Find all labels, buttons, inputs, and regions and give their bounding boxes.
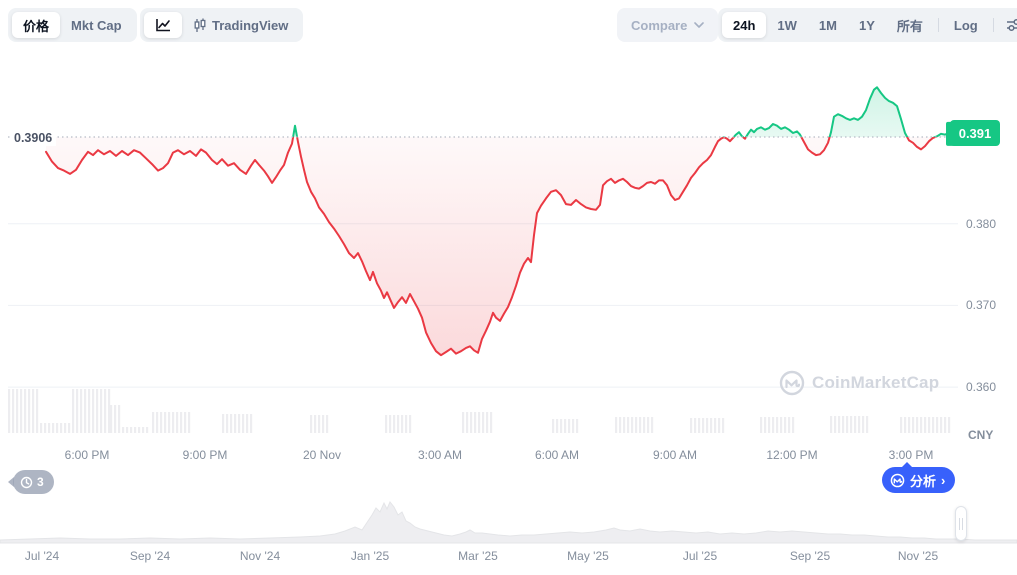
line-chart-tab[interactable] [144,12,182,38]
area-fill-below [46,137,949,356]
compare-label: Compare [631,17,688,33]
minimap-label: Sep '24 [129,549,171,563]
x-axis-label: 6:00 AM [534,448,580,462]
tradingview-label: TradingView [212,17,289,33]
minimap-label: Jan '25 [350,549,390,563]
minimap-label: Mar '25 [458,549,498,563]
x-axis-label: 3:00 AM [417,448,463,462]
range-button-1Y[interactable]: 1Y [848,12,886,38]
mktcap-tab[interactable]: Mkt Cap [60,12,133,38]
clock-icon [20,476,33,488]
coinmarketcap-logo-icon [779,370,805,396]
minimap-label: Sep '25 [789,549,831,563]
minimap-label: Jul '24 [24,549,60,563]
minimap-handle[interactable] [955,506,967,541]
cmc-logo-icon [890,473,905,487]
range-button-24h[interactable]: 24h [722,12,767,38]
minimap-label: Nov '25 [897,549,939,563]
divider [992,18,994,32]
minimap-label: May '25 [567,549,609,563]
tradingview-tab[interactable]: TradingView [182,12,299,38]
chevron-right-icon: › [941,472,946,488]
tune-icon [1006,18,1017,32]
x-axis-label: 9:00 PM [182,448,228,462]
analysis-label: 分析 [910,473,937,489]
x-axis-label: 3:00 PM [888,448,934,462]
range-button-1W[interactable]: 1W [766,12,808,38]
watermark: CoinMarketCap [779,370,939,396]
range-button-所有[interactable]: 所有 [886,12,934,38]
log-scale-button[interactable]: Log [943,12,989,38]
minimap-area [0,501,1017,544]
minimap-label: Nov '24 [239,549,281,563]
area-fill-above [46,87,949,137]
chevron-down-icon [694,22,705,28]
y-axis-label-0.380: 0.380 [966,216,997,231]
chart-type-toggle: TradingView [140,8,304,42]
viewers-count: 3 [37,475,44,489]
range-button-1M[interactable]: 1M [808,12,848,38]
x-axis-label: 9:00 AM [652,448,698,462]
y-axis-label-0.370: 0.370 [966,298,997,313]
volume-bars [8,389,951,433]
y-axis-label-0.360: 0.360 [966,380,997,395]
x-axis-label: 6:00 PM [64,448,110,462]
compare-button[interactable]: Compare [617,8,719,42]
price-chart[interactable] [0,0,1017,445]
open-price-label: 0.3906 [10,130,57,146]
price-mktcap-toggle: 价格 Mkt Cap [8,8,137,42]
minimap-label: Jul '25 [682,549,718,563]
divider [937,18,939,32]
x-axis-label: 20 Nov [302,448,342,462]
x-axis-label: 12:00 PM [766,448,818,462]
range-buttons: 24h 1W 1M 1Y 所有 [722,12,934,38]
line-chart-icon [156,19,170,32]
viewers-badge: 3 [8,470,54,494]
watermark-text: CoinMarketCap [812,373,940,392]
current-price-badge: 0.391 [950,120,1000,146]
chart-settings-button[interactable] [998,12,1017,38]
candlestick-icon [194,18,206,32]
analysis-button[interactable]: 分析 › [882,462,956,493]
currency-label: CNY [968,428,994,442]
price-line-red [45,137,938,357]
price-tab[interactable]: 价格 [12,12,61,38]
minimap[interactable] [0,495,1017,545]
timeframe-group: 24h 1W 1M 1Y 所有 Log [718,8,1017,42]
